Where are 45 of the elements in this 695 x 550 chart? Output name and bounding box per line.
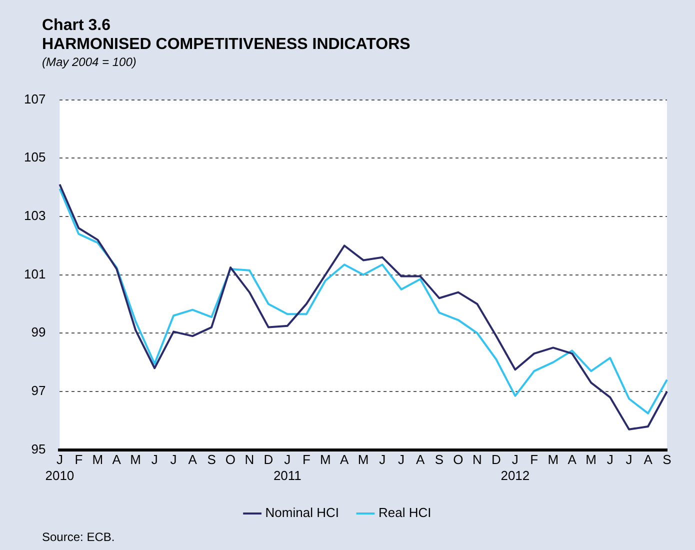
x-tick-label: N: [244, 452, 254, 468]
x-tick-label: M: [548, 452, 559, 468]
y-tick-label: 97: [31, 383, 46, 398]
x-tick-label: J: [379, 452, 386, 468]
x-tick-label: M: [320, 452, 331, 468]
x-tick-label: J 2012: [500, 452, 530, 483]
y-tick-label: 105: [24, 150, 46, 165]
x-tick-label: F: [74, 452, 83, 468]
x-tick-label: D: [492, 452, 501, 468]
x-tick-label: A: [568, 452, 577, 468]
legend-label: Nominal HCI: [265, 505, 339, 520]
x-tick-label: N: [472, 452, 482, 468]
x-tick-label: O: [453, 452, 464, 468]
x-tick-label: M: [586, 452, 597, 468]
x-tick-label: A: [644, 452, 653, 468]
y-tick-label: 107: [24, 91, 46, 106]
x-tick-label: M: [358, 452, 369, 468]
y-tick-label: 95: [31, 441, 46, 456]
x-tick-label: O: [225, 452, 236, 468]
x-tick-label: J: [170, 452, 177, 468]
chart-subtitle: (May 2004 = 100): [42, 55, 136, 69]
chart-title: Chart 3.6 HARMONISED COMPETITIVENESS INDICATORS: [42, 16, 410, 54]
x-tick-label: S: [662, 452, 672, 468]
y-tick-label: 101: [24, 266, 46, 282]
x-tick-label: A: [340, 452, 350, 468]
x-tick-label: D: [264, 452, 274, 468]
y-tick-label: 99: [31, 324, 46, 340]
x-tick-label: A: [112, 452, 122, 468]
x-tick-label: A: [188, 452, 198, 468]
x-tick-label: F: [530, 452, 538, 468]
x-tick-label: J: [626, 452, 632, 468]
x-tick-label: F: [302, 452, 310, 468]
y-tick-label: 103: [24, 208, 46, 224]
x-tick-label: S: [434, 452, 444, 468]
legend-label: Real HCI: [378, 505, 432, 520]
x-tick-label: J: [151, 452, 158, 468]
source-note: Source: ECB.: [42, 530, 115, 544]
x-tick-label: M: [130, 452, 142, 468]
x-tick-label: J: [398, 452, 405, 468]
x-tick-label: J 2011: [273, 452, 302, 483]
x-tick-label: A: [416, 452, 425, 468]
x-tick-label: S: [207, 452, 216, 468]
x-tick-label: J 2010: [45, 452, 74, 483]
x-tick-label: M: [92, 452, 104, 468]
x-tick-label: J: [606, 452, 614, 468]
